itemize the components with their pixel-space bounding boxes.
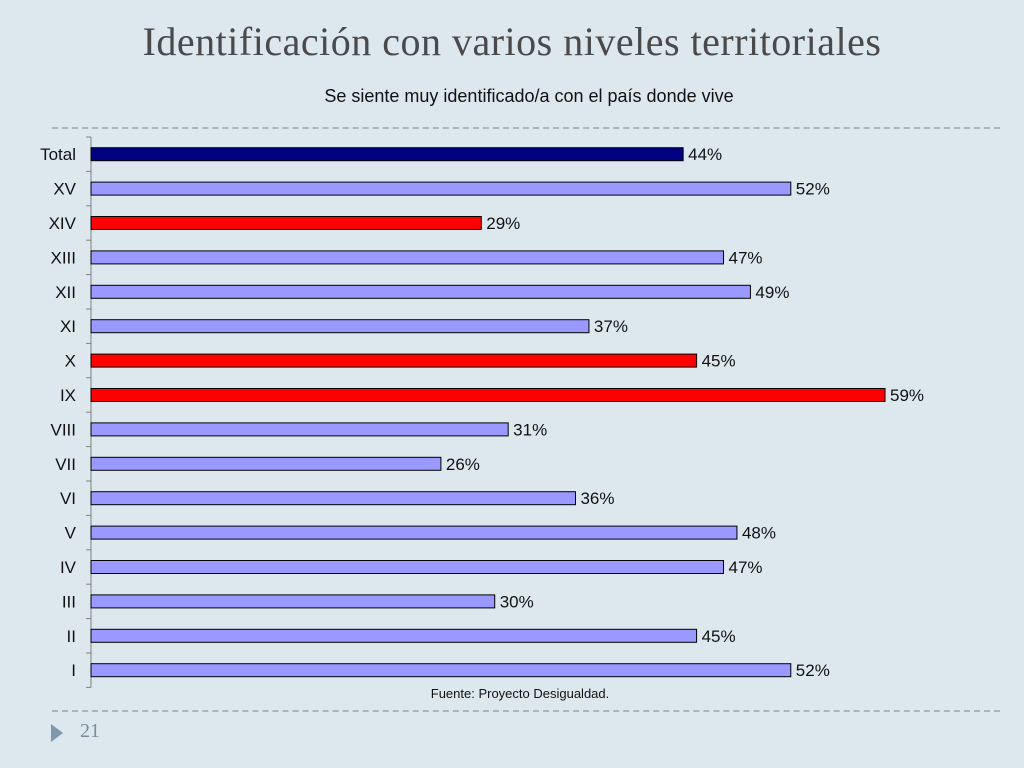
value-label: 31% xyxy=(513,420,547,439)
bar-xi xyxy=(90,319,590,334)
category-label: IV xyxy=(60,558,77,577)
chart-title: Se siente muy identificado/a con el país… xyxy=(324,86,734,106)
category-label: XIV xyxy=(49,214,77,233)
category-label: VI xyxy=(60,489,76,508)
value-label: 26% xyxy=(446,455,480,474)
bar-vii xyxy=(90,456,442,471)
bar-v xyxy=(90,525,738,540)
value-label: 29% xyxy=(486,214,520,233)
category-label: XV xyxy=(53,180,76,199)
y-axis xyxy=(86,136,92,688)
category-label: VIII xyxy=(50,420,76,439)
value-label: 48% xyxy=(742,524,776,543)
category-label: III xyxy=(62,592,76,611)
bar-x xyxy=(90,353,698,368)
value-labels: 44% 52% 29% 47% 49% 37% 45% 59% 31% 26% 36% 48% 47% 3… xyxy=(446,145,924,680)
value-label: 52% xyxy=(796,661,830,680)
bar-ii xyxy=(90,628,698,643)
bottom-divider xyxy=(52,710,1000,712)
bar-xiv xyxy=(90,216,482,230)
source-note: Fuente: Proyecto Desigualdad. xyxy=(430,686,610,701)
bar-vi xyxy=(90,491,576,506)
bar-series xyxy=(90,147,886,678)
category-label: XIII xyxy=(50,248,76,267)
value-label: 47% xyxy=(729,558,763,577)
value-label: 45% xyxy=(702,352,736,371)
value-label: 37% xyxy=(594,317,628,336)
value-label: 52% xyxy=(796,180,830,199)
value-label: 36% xyxy=(580,489,614,508)
bar-xv xyxy=(90,181,792,196)
category-label: II xyxy=(67,627,76,646)
bar-iii xyxy=(90,594,496,609)
page-number: 21 xyxy=(80,720,100,742)
category-label: V xyxy=(65,524,77,543)
value-label: 30% xyxy=(500,592,534,611)
nav-arrow-icon[interactable] xyxy=(51,724,63,742)
value-label: 47% xyxy=(729,248,763,267)
bar-ix xyxy=(90,388,886,402)
slide-title: Identificación con varios niveles territ… xyxy=(142,19,882,64)
top-divider xyxy=(52,127,1000,129)
value-label: 44% xyxy=(688,145,722,164)
category-label: I xyxy=(71,661,76,680)
category-label: IX xyxy=(60,386,76,405)
bar-iv xyxy=(90,560,725,574)
category-label: X xyxy=(65,352,76,371)
category-label: VII xyxy=(55,455,76,474)
category-label: XI xyxy=(60,317,76,336)
category-label: Total xyxy=(40,145,76,164)
value-label: 49% xyxy=(755,283,789,302)
bar-i xyxy=(90,663,792,678)
bar-xiii xyxy=(90,250,725,265)
value-label: 45% xyxy=(702,627,736,646)
category-label: XII xyxy=(55,283,76,302)
bar-xii xyxy=(90,284,751,299)
value-label: 59% xyxy=(890,386,924,405)
bar-viii xyxy=(90,422,509,437)
bar-total xyxy=(90,147,684,162)
